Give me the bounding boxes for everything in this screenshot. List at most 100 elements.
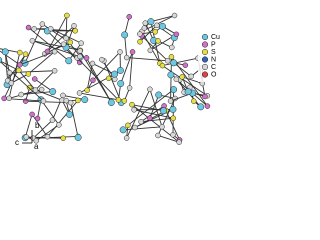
axis-label: c bbox=[15, 138, 19, 147]
atom bbox=[75, 97, 81, 104]
atom bbox=[31, 76, 38, 82]
atom bbox=[67, 99, 74, 106]
atom bbox=[170, 86, 178, 93]
atom bbox=[131, 107, 137, 113]
bond bbox=[157, 98, 176, 136]
bond bbox=[165, 110, 180, 141]
atom bbox=[23, 134, 30, 140]
atom bbox=[159, 62, 166, 69]
atom bbox=[125, 122, 131, 129]
bond bbox=[62, 94, 85, 101]
atom bbox=[51, 67, 58, 74]
atom bbox=[129, 101, 135, 108]
atom bbox=[188, 73, 194, 80]
atom bbox=[56, 122, 62, 128]
atom bbox=[17, 62, 23, 68]
atom bbox=[142, 20, 149, 26]
bond bbox=[124, 34, 128, 58]
atom bbox=[47, 25, 54, 32]
atom bbox=[44, 133, 51, 140]
bond bbox=[182, 76, 203, 84]
atom bbox=[1, 48, 9, 56]
legend-swatch bbox=[201, 41, 209, 48]
atom bbox=[81, 96, 89, 104]
atom bbox=[40, 98, 47, 104]
atom bbox=[164, 58, 171, 64]
legend-swatch bbox=[201, 71, 209, 78]
atom bbox=[44, 48, 51, 55]
atom bbox=[16, 67, 22, 74]
legend-swatch bbox=[201, 33, 209, 41]
atom bbox=[154, 22, 160, 29]
atom bbox=[137, 31, 143, 37]
bond bbox=[139, 25, 158, 43]
axis-label: a bbox=[34, 142, 39, 151]
bond bbox=[129, 51, 133, 88]
atom bbox=[190, 98, 197, 104]
atom bbox=[64, 12, 70, 19]
bond bbox=[120, 51, 133, 84]
bond bbox=[32, 40, 81, 51]
atom bbox=[39, 21, 46, 27]
bond bbox=[21, 91, 53, 95]
atom bbox=[72, 28, 78, 34]
atom bbox=[65, 57, 73, 65]
atom bbox=[22, 51, 29, 57]
atom bbox=[197, 103, 205, 111]
atom bbox=[126, 14, 132, 20]
atom bbox=[184, 88, 192, 96]
bond bbox=[28, 27, 70, 62]
atom bbox=[89, 60, 96, 67]
bond bbox=[24, 114, 33, 138]
atom bbox=[147, 86, 153, 93]
atom bbox=[60, 135, 66, 141]
atom bbox=[159, 22, 166, 30]
atom bbox=[99, 56, 105, 63]
atom bbox=[173, 76, 180, 83]
atom bbox=[204, 103, 211, 109]
legend-swatch bbox=[201, 63, 209, 71]
atom bbox=[147, 47, 154, 54]
atom bbox=[38, 86, 45, 93]
bond bbox=[24, 23, 43, 64]
atom bbox=[167, 98, 174, 104]
axis-label: b bbox=[35, 121, 40, 130]
atom bbox=[182, 62, 189, 68]
bond bbox=[4, 51, 12, 84]
bond bbox=[123, 126, 163, 131]
atom bbox=[32, 87, 39, 93]
bond bbox=[28, 51, 55, 75]
bond bbox=[36, 124, 60, 142]
atom bbox=[6, 69, 13, 76]
atom bbox=[105, 75, 112, 82]
atom bbox=[126, 85, 133, 91]
bond bbox=[11, 73, 29, 84]
atom bbox=[76, 90, 83, 96]
atom bbox=[117, 49, 123, 55]
legend-label: P bbox=[211, 41, 216, 48]
bond bbox=[141, 117, 174, 123]
bond bbox=[139, 33, 168, 62]
atom bbox=[167, 71, 175, 79]
bond bbox=[21, 89, 42, 95]
atom bbox=[17, 49, 23, 56]
atom bbox=[168, 54, 175, 60]
atom bbox=[170, 115, 176, 121]
atom bbox=[152, 29, 158, 35]
atom bbox=[51, 48, 58, 55]
atom bbox=[26, 84, 33, 91]
bond bbox=[32, 119, 53, 139]
atom bbox=[49, 88, 57, 96]
atom bbox=[83, 55, 90, 61]
atom bbox=[117, 80, 125, 88]
atom bbox=[132, 124, 138, 131]
atom bbox=[29, 111, 35, 118]
atom bbox=[115, 97, 122, 103]
atom bbox=[147, 18, 155, 26]
atom bbox=[171, 12, 178, 19]
atom bbox=[66, 110, 73, 118]
legend-label: N bbox=[211, 56, 216, 63]
atom bbox=[137, 38, 143, 45]
bond bbox=[149, 94, 160, 119]
